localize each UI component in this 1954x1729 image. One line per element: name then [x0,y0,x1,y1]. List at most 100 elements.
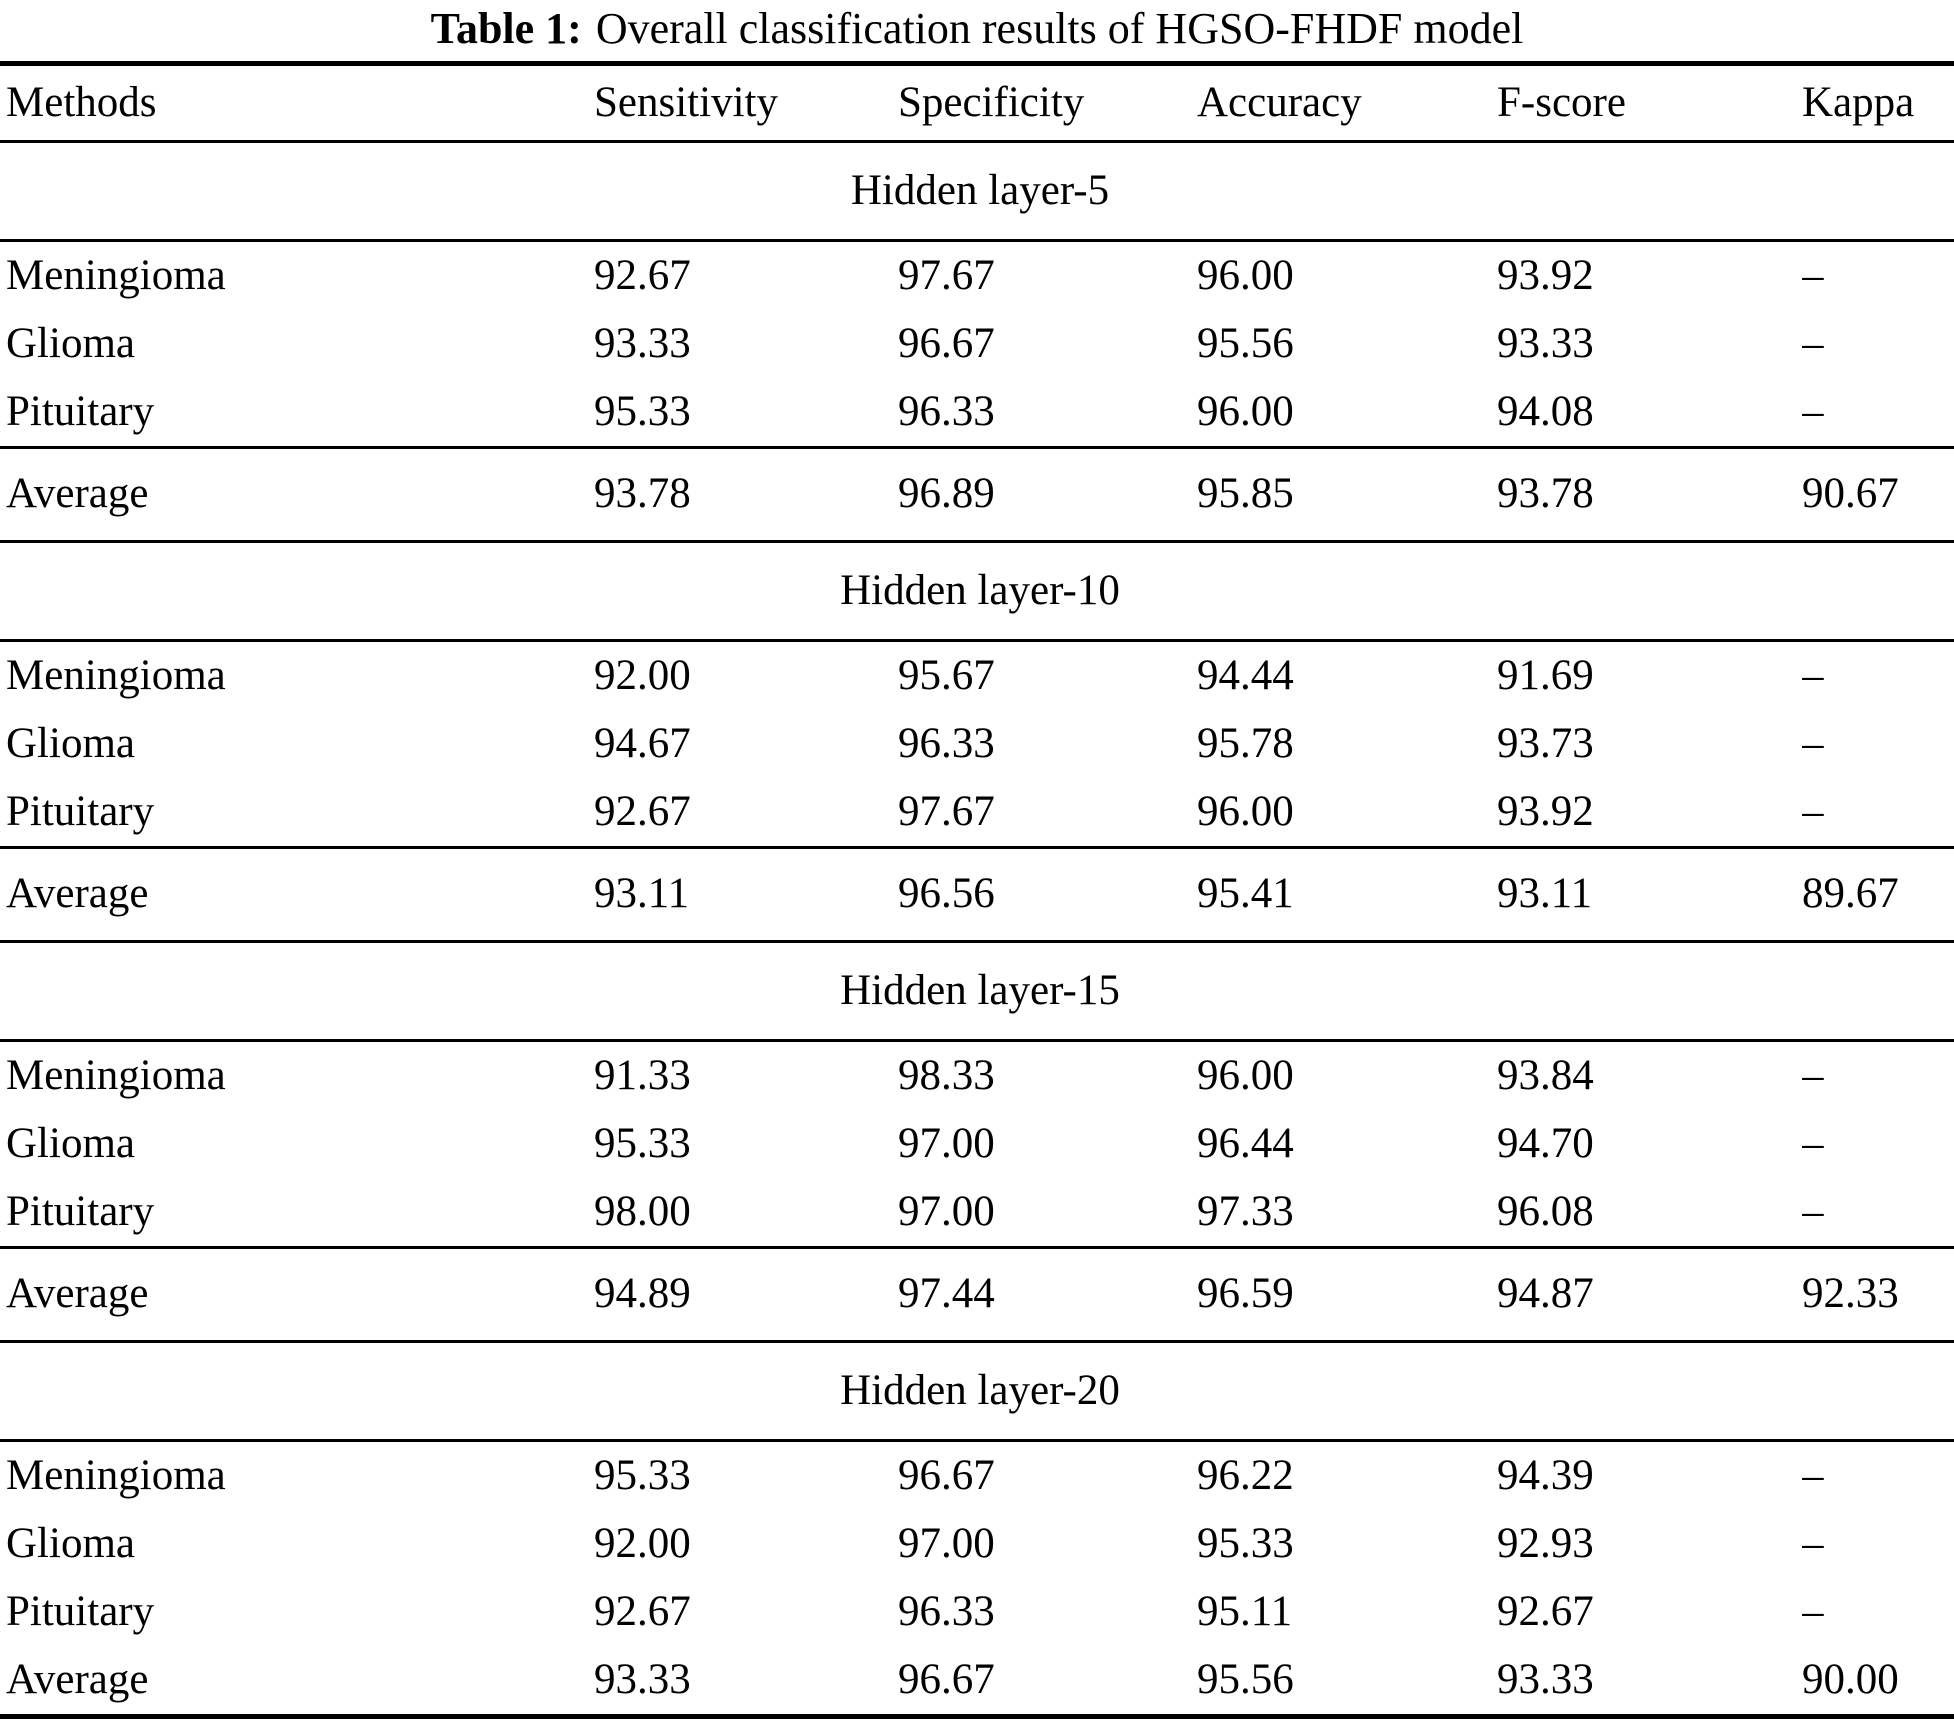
value-cell: 94.87 [1497,1270,1594,1317]
results-table-body: Hidden layer-5 Meningioma 92.67 97.67 96.00 9… [0,141,1954,1717]
value-cell: 94.08 [1497,388,1594,435]
method-cell: Glioma [6,320,135,367]
value-cell: 96.00 [1197,1052,1294,1099]
value-cell: 94.70 [1497,1120,1594,1167]
value-cell: 95.56 [1197,320,1294,367]
value-cell: 97.67 [898,252,995,299]
value-cell: 93.11 [594,870,690,917]
table-caption-text: Overall classification results of HGSO-F… [595,4,1524,53]
column-header-methods: Methods [6,79,157,126]
value-cell: 95.78 [1197,720,1294,767]
value-cell: 96.33 [898,388,995,435]
table-row-glioma: Glioma 93.33 96.67 95.56 93.33 – [0,310,1954,378]
value-cell: 93.33 [1497,320,1594,367]
table-row-glioma: Glioma 94.67 96.33 95.78 93.73 – [0,710,1954,778]
value-cell: 97.33 [1197,1188,1294,1235]
value-cell: 94.89 [594,1270,691,1317]
table-row-meningioma: Meningioma 92.67 97.67 96.00 93.92 – [0,241,1954,311]
table-row-meningioma: Meningioma 91.33 98.33 96.00 93.84 – [0,1041,1954,1111]
value-cell: 96.59 [1197,1270,1294,1317]
value-cell: 95.33 [1197,1520,1294,1567]
value-cell: 94.67 [594,720,691,767]
method-cell: Pituitary [6,1588,155,1635]
value-cell: 96.67 [898,1452,995,1499]
column-header-fscore: F-score [1497,79,1626,126]
value-cell: 96.00 [1197,388,1294,435]
value-cell: 96.89 [898,470,995,517]
value-cell: 93.11 [1497,870,1593,917]
section-header-row: Hidden layer-20 [0,1341,1954,1441]
column-header-specificity: Specificity [898,79,1085,126]
section-header-row: Hidden layer-15 [0,941,1954,1041]
table-row-average: Average 93.33 96.67 95.56 93.33 90.00 [0,1646,1954,1717]
value-cell: 96.67 [898,320,995,367]
value-cell: – [1802,1052,1824,1099]
value-cell: 89.67 [1802,870,1899,917]
value-cell: 95.67 [898,652,995,699]
value-cell: 92.67 [594,252,691,299]
value-cell: 93.73 [1497,720,1594,767]
value-cell: 93.92 [1497,252,1594,299]
value-cell: 91.33 [594,1052,691,1099]
value-cell: 93.78 [1497,470,1594,517]
value-cell: 95.41 [1197,870,1294,917]
value-cell: 93.92 [1497,788,1594,835]
value-cell: 96.67 [898,1656,995,1703]
method-cell: Glioma [6,1120,135,1167]
value-cell: 96.00 [1197,788,1294,835]
table-row-meningioma: Meningioma 95.33 96.67 96.22 94.39 – [0,1441,1954,1511]
value-cell: – [1802,320,1824,367]
value-cell: 95.33 [594,1452,691,1499]
method-cell: Average [6,870,149,917]
section-header-label: Hidden layer-10 [840,567,1120,614]
value-cell: 96.44 [1197,1120,1294,1167]
value-cell: – [1802,720,1824,767]
value-cell: – [1802,788,1824,835]
value-cell: – [1802,1120,1824,1167]
section-header-label: Hidden layer-15 [840,967,1120,1014]
method-cell: Meningioma [6,1052,226,1099]
section-header-label: Hidden layer-5 [850,167,1110,214]
value-cell: 92.33 [1802,1270,1899,1317]
value-cell: 94.44 [1197,652,1294,699]
table-row-glioma: Glioma 92.00 97.00 95.33 92.93 – [0,1510,1954,1578]
value-cell: 97.00 [898,1188,995,1235]
method-cell: Glioma [6,1520,135,1567]
method-cell: Average [6,1656,149,1703]
value-cell: – [1802,1588,1824,1635]
method-cell: Average [6,470,149,517]
value-cell: – [1802,652,1824,699]
value-cell: 97.00 [898,1120,995,1167]
value-cell: 93.33 [1497,1656,1594,1703]
value-cell: 92.67 [1497,1588,1594,1635]
value-cell: 93.78 [594,470,691,517]
value-cell: 96.33 [898,1588,995,1635]
method-cell: Average [6,1270,149,1317]
table-row-pituitary: Pituitary 92.67 96.33 95.11 92.67 – [0,1578,1954,1646]
value-cell: 95.56 [1197,1656,1294,1703]
value-cell: 92.67 [594,1588,691,1635]
value-cell: 97.00 [898,1520,995,1567]
method-cell: Pituitary [6,388,155,435]
value-cell: 95.11 [1197,1588,1293,1635]
value-cell: – [1802,252,1824,299]
value-cell: 96.00 [1197,252,1294,299]
method-cell: Meningioma [6,252,226,299]
table-row-pituitary: Pituitary 98.00 97.00 97.33 96.08 – [0,1178,1954,1248]
value-cell: – [1802,1452,1824,1499]
value-cell: 97.44 [898,1270,995,1317]
column-header-kappa: Kappa [1802,79,1915,126]
value-cell: 93.33 [594,320,691,367]
value-cell: 90.00 [1802,1656,1899,1703]
table-row-pituitary: Pituitary 95.33 96.33 96.00 94.08 – [0,378,1954,448]
value-cell: 96.08 [1497,1188,1594,1235]
value-cell: 97.67 [898,788,995,835]
value-cell: – [1802,1520,1824,1567]
method-cell: Meningioma [6,652,226,699]
value-cell: 95.33 [594,1120,691,1167]
section-header-row: Hidden layer-5 [0,141,1954,241]
method-cell: Meningioma [6,1452,226,1499]
column-header-row: Methods Sensitivity Specificity Accuracy… [0,64,1954,142]
table-row-glioma: Glioma 95.33 97.00 96.44 94.70 – [0,1110,1954,1178]
